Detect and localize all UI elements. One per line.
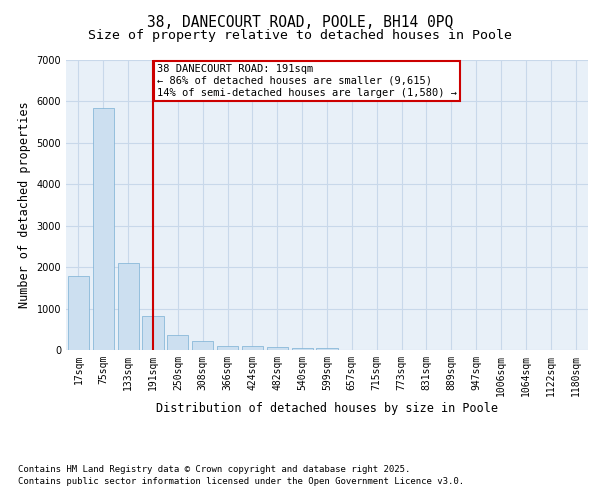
Bar: [267, 347, 288, 350]
Text: Contains HM Land Registry data © Crown copyright and database right 2025.: Contains HM Land Registry data © Crown c…: [18, 464, 410, 473]
Text: Contains public sector information licensed under the Open Government Licence v3: Contains public sector information licen…: [18, 476, 464, 486]
Bar: [242, 346, 263, 350]
Bar: [93, 108, 114, 350]
Bar: [316, 348, 338, 350]
Text: Size of property relative to detached houses in Poole: Size of property relative to detached ho…: [88, 30, 512, 43]
Bar: [217, 346, 238, 350]
Bar: [167, 334, 188, 350]
Text: 38 DANECOURT ROAD: 191sqm
← 86% of detached houses are smaller (9,615)
14% of se: 38 DANECOURT ROAD: 191sqm ← 86% of detac…: [157, 64, 457, 98]
Text: 38, DANECOURT ROAD, POOLE, BH14 0PQ: 38, DANECOURT ROAD, POOLE, BH14 0PQ: [147, 15, 453, 30]
X-axis label: Distribution of detached houses by size in Poole: Distribution of detached houses by size …: [156, 402, 498, 414]
Bar: [68, 276, 89, 350]
Bar: [292, 348, 313, 350]
Y-axis label: Number of detached properties: Number of detached properties: [18, 102, 31, 308]
Bar: [142, 316, 164, 350]
Bar: [192, 341, 213, 350]
Bar: [118, 263, 139, 350]
